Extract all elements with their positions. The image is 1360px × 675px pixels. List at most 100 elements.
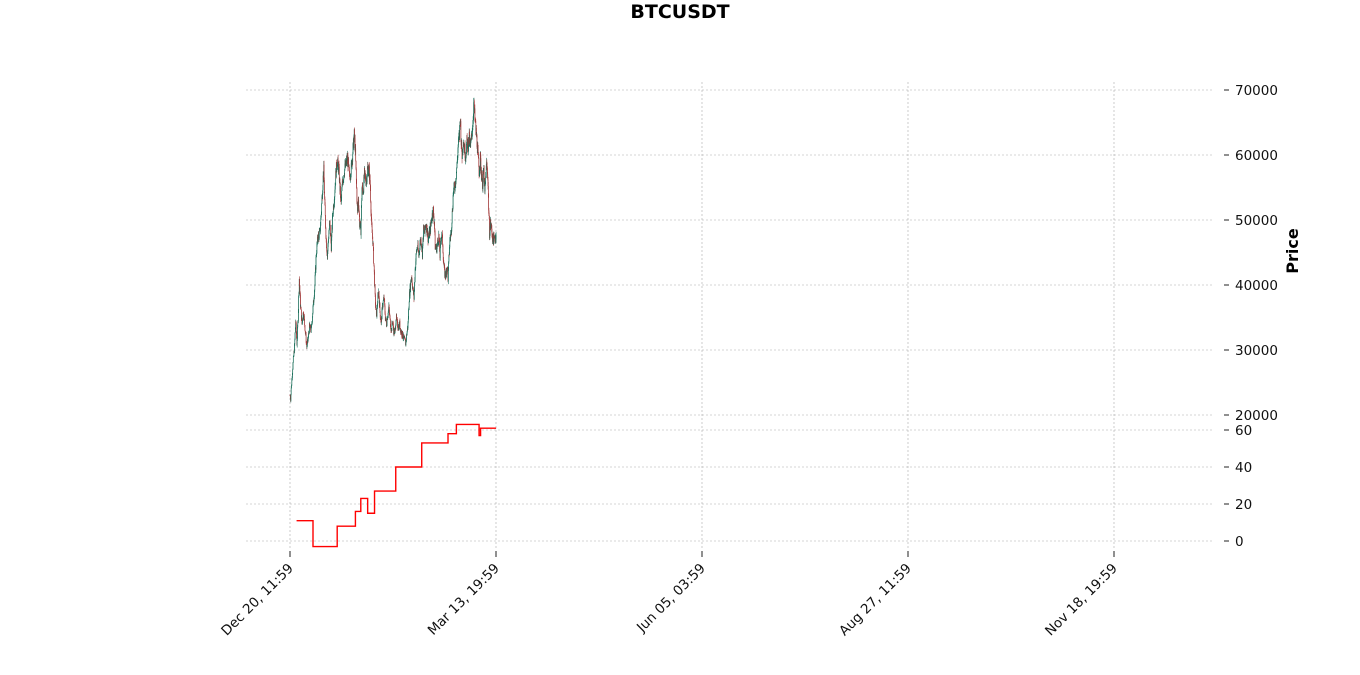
candle-body <box>384 299 386 306</box>
candle-body <box>296 332 297 339</box>
candle-body <box>384 313 386 321</box>
candle-body <box>360 219 362 236</box>
candle-body <box>355 160 357 169</box>
candle-body <box>356 188 358 202</box>
candle-body <box>318 233 319 241</box>
candle-body <box>390 326 392 330</box>
candle-body <box>482 174 483 189</box>
candle-body <box>484 184 486 192</box>
candle-body <box>359 215 360 227</box>
candle-body <box>328 229 330 234</box>
candle-body <box>313 299 315 303</box>
candle-body <box>314 290 315 297</box>
candle-body <box>442 245 444 253</box>
candle-body <box>304 319 305 326</box>
candle-body <box>343 175 345 180</box>
candle-body <box>466 135 468 140</box>
candle-body <box>299 285 301 292</box>
candle-body <box>452 195 454 208</box>
axis-ticks: 20000 30000 40000 50000 60000 70000 0 20 40 60 Dec… <box>218 83 1278 639</box>
candle-body <box>403 334 405 338</box>
candle-body <box>401 331 403 336</box>
candle-body <box>449 247 450 255</box>
candle-body <box>424 225 426 234</box>
candle-body <box>383 296 385 300</box>
candle-body <box>421 243 422 247</box>
candle-body <box>374 285 376 295</box>
candle-body <box>391 322 393 331</box>
indicator-tick-label: 0 <box>1235 534 1244 550</box>
candle-body <box>402 331 403 338</box>
candle-body <box>330 234 332 242</box>
candle-body <box>417 243 419 250</box>
candle-body <box>406 331 408 336</box>
candle-body <box>446 268 448 275</box>
candle-body <box>363 176 365 193</box>
candle-body <box>379 311 381 318</box>
candle-body <box>415 253 417 262</box>
candle-body <box>374 271 375 286</box>
candle-body <box>448 254 450 262</box>
candle-body <box>357 201 359 209</box>
candle-body <box>456 168 458 172</box>
candle-body <box>332 215 333 230</box>
candle-body <box>453 187 455 193</box>
candle-body <box>361 187 363 201</box>
candle-body <box>408 309 409 319</box>
candle-body <box>358 199 360 209</box>
candle-body <box>305 334 307 343</box>
candle-body <box>447 269 449 282</box>
candle-body <box>373 265 375 272</box>
candle-body <box>386 321 387 327</box>
candle-body <box>411 279 413 285</box>
candle-body <box>308 333 309 338</box>
candle-body <box>292 373 293 379</box>
candle-body <box>485 165 487 178</box>
candle-body <box>397 320 398 328</box>
candle-body <box>469 139 471 143</box>
candle-body <box>372 236 374 245</box>
candle-body <box>312 305 314 313</box>
candle-body <box>393 323 394 329</box>
candle-body <box>309 323 310 334</box>
candle-body <box>405 340 407 346</box>
candle-body <box>291 385 292 389</box>
candle-body <box>481 171 482 181</box>
candle-body <box>324 193 325 199</box>
candle-body <box>327 244 329 252</box>
candle-body <box>327 251 328 257</box>
candle-body <box>292 362 294 370</box>
candle-body <box>441 233 443 235</box>
candle-body <box>444 271 446 277</box>
candle-body <box>372 243 374 248</box>
candle-body <box>329 224 331 235</box>
candle-body <box>378 291 380 298</box>
candle-body <box>303 315 305 320</box>
candle-body <box>328 238 329 242</box>
indicator-tick-label: 20 <box>1235 497 1252 513</box>
candle-body <box>340 185 341 198</box>
candle-body <box>334 197 335 204</box>
candle-body <box>436 246 438 253</box>
candle-body <box>292 369 294 374</box>
candle-body <box>384 305 386 314</box>
candle-body <box>297 322 299 327</box>
candle-body <box>406 334 407 341</box>
candle-body <box>478 157 480 168</box>
candle-body <box>380 319 382 323</box>
candle-body <box>291 378 293 386</box>
candle-body <box>461 140 463 152</box>
candle-body <box>359 221 361 226</box>
candle-body <box>377 303 378 307</box>
candle-body <box>315 267 316 275</box>
candle-body <box>471 134 472 136</box>
candle-body <box>387 310 389 316</box>
candle-body <box>352 153 354 162</box>
candle-body <box>297 326 298 339</box>
candle-body <box>487 186 489 195</box>
candle-body <box>390 318 391 327</box>
candle-body <box>423 225 424 240</box>
candle-body <box>448 261 449 270</box>
candle-body <box>442 252 444 261</box>
candle-body <box>290 394 292 401</box>
